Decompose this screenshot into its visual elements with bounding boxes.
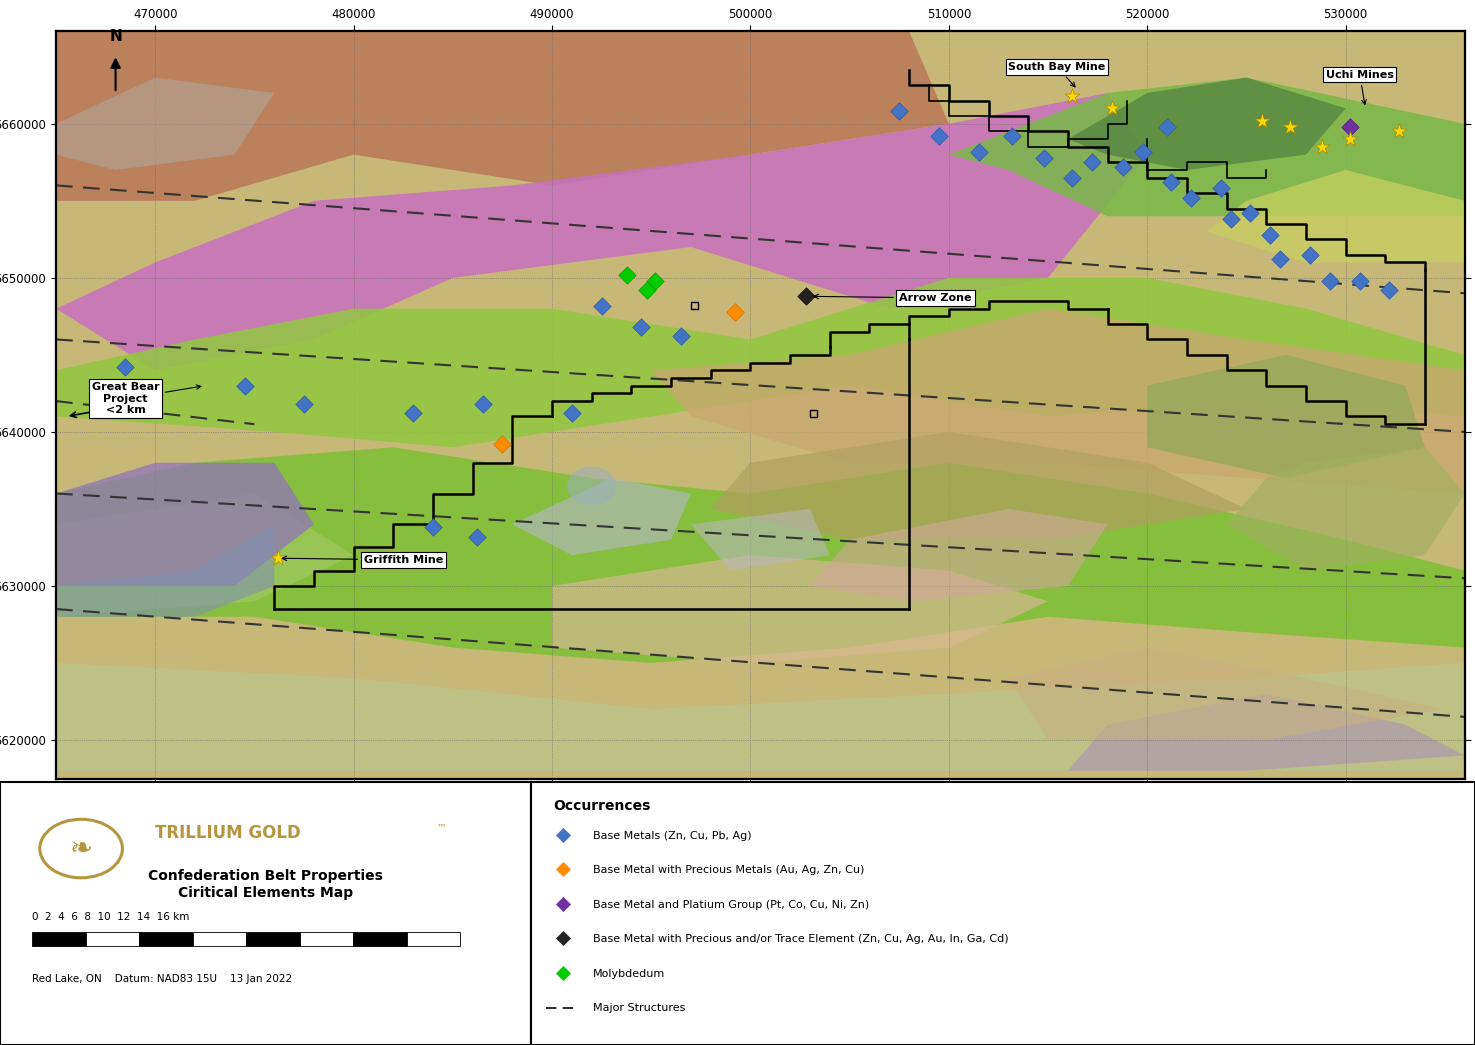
Text: Uchi Mines: Uchi Mines: [1326, 70, 1394, 104]
Text: Occurrences: Occurrences: [553, 799, 650, 813]
Point: [552, 827, 575, 843]
Polygon shape: [810, 509, 1108, 601]
Point: [1338, 131, 1361, 147]
Polygon shape: [552, 555, 1049, 663]
Point: [552, 965, 575, 981]
Polygon shape: [56, 663, 1465, 771]
Text: Confederation Belt Properties
Ciritical Elements Map: Confederation Belt Properties Ciritical …: [148, 869, 384, 900]
Text: Major Structures: Major Structures: [593, 1003, 686, 1014]
Point: [794, 288, 817, 305]
Polygon shape: [56, 525, 274, 617]
Text: Base Metal and Platium Group (Pt, Co, Cu, Ni, Zn): Base Metal and Platium Group (Pt, Co, Cu…: [593, 900, 869, 910]
Point: [471, 396, 494, 413]
Point: [552, 930, 575, 947]
Point: [114, 358, 137, 375]
Point: [560, 405, 584, 422]
Text: Base Metal with Precious Metals (Au, Ag, Zn, Cu): Base Metal with Precious Metals (Au, Ag,…: [593, 865, 864, 876]
Point: [1159, 173, 1183, 190]
Text: 0  2  4  6  8  10  12  14  16 km: 0 2 4 6 8 10 12 14 16 km: [32, 911, 190, 922]
Point: [928, 127, 951, 144]
Point: [1210, 180, 1233, 196]
Point: [670, 328, 693, 345]
Point: [1388, 123, 1412, 140]
Text: N: N: [109, 28, 122, 44]
Point: [1112, 159, 1136, 176]
Point: [1348, 273, 1372, 289]
Point: [1061, 88, 1084, 104]
Text: Molybdedum: Molybdedum: [593, 969, 665, 979]
Point: [401, 405, 425, 422]
Polygon shape: [652, 308, 1465, 493]
Point: [683, 297, 707, 314]
Point: [1061, 169, 1084, 186]
Text: Great Bear
Project
<2 km: Great Bear Project <2 km: [91, 382, 201, 416]
Text: ❧: ❧: [69, 835, 93, 862]
Polygon shape: [1148, 355, 1425, 479]
Point: [292, 396, 316, 413]
Point: [1179, 189, 1202, 206]
Point: [643, 273, 667, 289]
Text: South Bay Mine: South Bay Mine: [1009, 62, 1106, 87]
Point: [630, 319, 653, 335]
Point: [465, 529, 488, 545]
Point: [1319, 273, 1342, 289]
Polygon shape: [1068, 694, 1465, 771]
Point: [1251, 113, 1274, 130]
Point: [422, 519, 445, 536]
Text: TRILLIUM GOLD: TRILLIUM GOLD: [155, 823, 301, 842]
Polygon shape: [1207, 170, 1465, 262]
Point: [1131, 143, 1155, 160]
Point: [1239, 205, 1263, 222]
Polygon shape: [56, 447, 1465, 663]
Polygon shape: [512, 479, 690, 555]
Polygon shape: [711, 432, 1246, 539]
Text: Red Lake, ON    Datum: NAD83 15U    13 Jan 2022: Red Lake, ON Datum: NAD83 15U 13 Jan 202…: [32, 974, 292, 984]
Polygon shape: [948, 77, 1465, 216]
Point: [1218, 211, 1242, 228]
Point: [888, 103, 912, 120]
Text: Griffith Mine: Griffith Mine: [282, 555, 442, 565]
Point: [723, 303, 746, 320]
Point: [590, 297, 614, 314]
Text: Base Metals (Zn, Cu, Pb, Ag): Base Metals (Zn, Cu, Pb, Ag): [593, 831, 752, 841]
Point: [966, 143, 990, 160]
Point: [1268, 251, 1292, 268]
Point: [267, 550, 291, 566]
Point: [1080, 154, 1103, 170]
Polygon shape: [1068, 77, 1345, 170]
Point: [552, 896, 575, 912]
Text: Base Metal with Precious and/or Trace Element (Zn, Cu, Ag, Au, In, Ga, Cd): Base Metal with Precious and/or Trace El…: [593, 934, 1009, 945]
Point: [1100, 100, 1124, 117]
Point: [1338, 118, 1361, 135]
Point: [1298, 247, 1322, 263]
Circle shape: [568, 467, 615, 505]
Point: [615, 266, 639, 283]
Point: [1032, 149, 1056, 166]
Point: [1279, 118, 1302, 135]
Point: [1258, 227, 1282, 243]
Polygon shape: [56, 31, 948, 201]
Polygon shape: [1227, 447, 1465, 571]
Polygon shape: [56, 93, 1148, 370]
Point: [491, 436, 515, 452]
Point: [636, 282, 659, 299]
Point: [1378, 282, 1401, 299]
Point: [1000, 127, 1024, 144]
Polygon shape: [690, 509, 830, 571]
Polygon shape: [1009, 648, 1446, 740]
Point: [1155, 118, 1179, 135]
Polygon shape: [56, 463, 314, 586]
Point: [233, 377, 257, 394]
Polygon shape: [56, 278, 1465, 447]
Text: ™: ™: [437, 822, 447, 833]
Point: [552, 861, 575, 878]
Point: [1310, 139, 1333, 156]
Polygon shape: [56, 77, 274, 170]
Polygon shape: [56, 493, 354, 617]
Point: [802, 405, 826, 422]
Text: Arrow Zone: Arrow Zone: [814, 293, 972, 303]
